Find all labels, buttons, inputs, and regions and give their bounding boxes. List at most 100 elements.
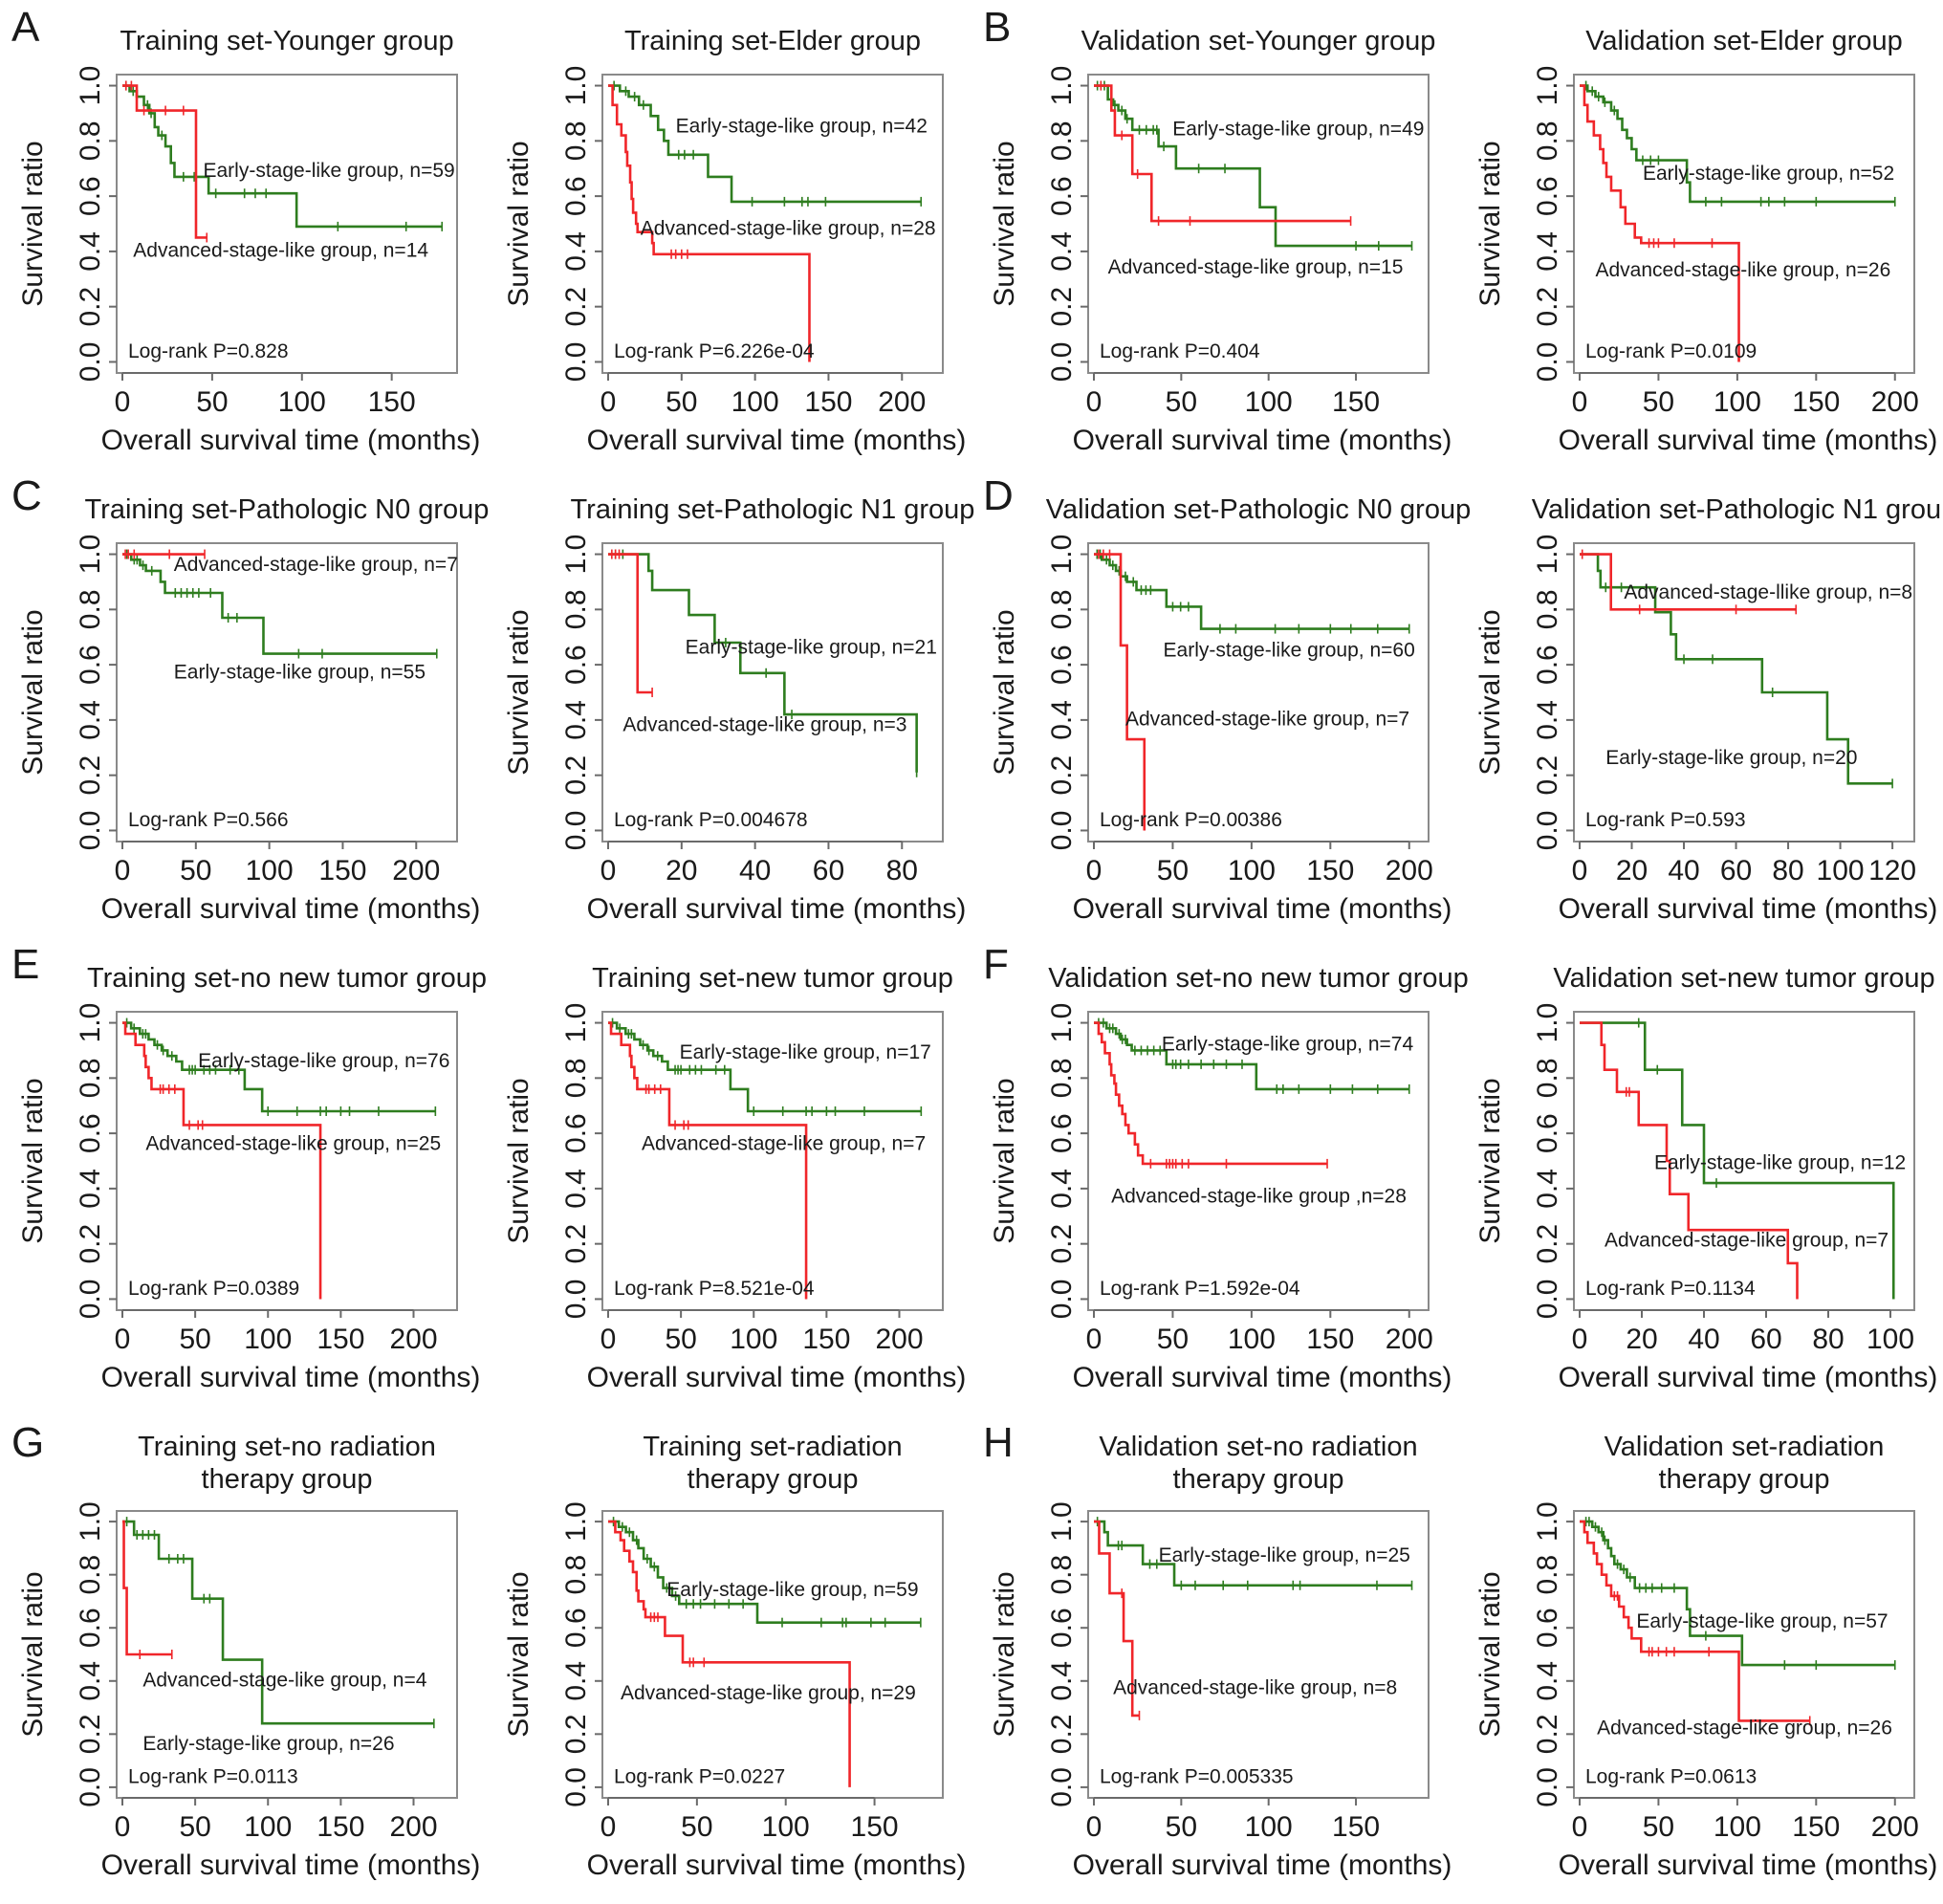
x-tick-label: 0 xyxy=(600,855,617,886)
logrank-pvalue: Log-rank P=6.226e-04 xyxy=(614,340,815,362)
chart-title: Training set-radiation xyxy=(643,1432,902,1462)
y-tick-label: 0.2 xyxy=(1046,755,1078,796)
y-tick-label: 0.6 xyxy=(560,176,592,216)
x-tick-label: 0 xyxy=(1086,1324,1102,1355)
y-tick-label: 0.6 xyxy=(1532,176,1563,216)
x-tick-label: 0 xyxy=(115,386,131,418)
x-tick-label: 100 xyxy=(1817,855,1865,886)
logrank-pvalue: Log-rank P=0.566 xyxy=(128,809,289,831)
y-tick-label: 0.2 xyxy=(75,287,106,327)
km-panel-E1: E Training set-no new tumor group 0.0 0.2 0.… xyxy=(0,937,487,1406)
logrank-pvalue: Log-rank P=0.404 xyxy=(1100,340,1260,362)
x-tick-label: 200 xyxy=(1871,1811,1919,1843)
y-tick-label: 0.4 xyxy=(560,1169,592,1209)
y-tick-label: 0.2 xyxy=(1532,1224,1563,1264)
y-tick-label: 1.0 xyxy=(1532,535,1563,575)
x-tick-label: 150 xyxy=(802,1324,850,1355)
panel-letter: H xyxy=(983,1419,1014,1466)
km-curve-early xyxy=(1094,1021,1409,1091)
y-axis-label: Survival ratio xyxy=(989,1571,1020,1737)
x-tick-label: 0 xyxy=(600,1811,617,1843)
km-panel-A2: Training set-Elder group 0.0 0.2 0.4 0.6 0.8 1… xyxy=(486,0,972,469)
x-tick-label: 100 xyxy=(762,1811,810,1843)
x-tick-label: 200 xyxy=(1386,855,1433,886)
x-tick-label: 50 xyxy=(1157,855,1189,886)
x-tick-label: 40 xyxy=(1688,1324,1719,1355)
y-tick-label: 0.6 xyxy=(75,645,106,685)
x-tick-label: 100 xyxy=(1245,386,1293,418)
chart-title: Training set-Pathologic N0 group xyxy=(85,494,490,525)
y-tick-label: 0.2 xyxy=(560,1224,592,1264)
y-tick-label: 0.8 xyxy=(1046,1555,1078,1595)
x-tick-label: 60 xyxy=(813,855,844,886)
y-axis-label: Survival ratio xyxy=(989,609,1020,775)
y-tick-label: 0.8 xyxy=(560,589,592,629)
group-annotation: Advanced-stage-like group, n=3 xyxy=(622,713,906,735)
x-axis-label: Overall survival time (months) xyxy=(587,893,967,925)
group-annotation: Early-stage-like group, n=26 xyxy=(142,1733,394,1755)
x-tick-label: 0 xyxy=(1572,1324,1588,1355)
km-curve-early xyxy=(1580,1021,1895,1300)
y-tick-label: 0.0 xyxy=(1046,811,1078,851)
x-tick-label: 50 xyxy=(179,1811,210,1843)
x-tick-label: 60 xyxy=(1720,855,1752,886)
y-tick-label: 0.6 xyxy=(560,1113,592,1153)
x-tick-label: 0 xyxy=(1086,1811,1102,1843)
chart-title: Validation set-no radiation xyxy=(1099,1432,1417,1462)
x-tick-label: 50 xyxy=(1157,1324,1189,1355)
y-axis-label: Survival ratio xyxy=(17,1078,49,1243)
km-curve-advanced xyxy=(122,1021,322,1300)
x-tick-label: 50 xyxy=(681,1811,712,1843)
km-chart-svg: Validation set-no new tumor group 0.0 0.2 0… xyxy=(989,963,1469,1393)
y-tick-label: 0.8 xyxy=(1046,589,1078,629)
km-panel-H2: Validation set-radiation therapy group 0.0… xyxy=(1457,1415,1943,1884)
y-axis-label: Survival ratio xyxy=(1474,1078,1506,1243)
group-annotation: Advanced-stage-llike group, n=8 xyxy=(1624,581,1912,603)
x-tick-label: 150 xyxy=(1792,386,1840,418)
y-tick-label: 0.2 xyxy=(560,287,592,327)
x-tick-label: 100 xyxy=(1867,1324,1914,1355)
y-tick-label: 0.0 xyxy=(560,811,592,851)
group-annotation: Advanced-stage-like group, n=25 xyxy=(145,1132,441,1154)
y-tick-label: 0.8 xyxy=(75,120,106,161)
x-axis-label: Overall survival time (months) xyxy=(587,1849,967,1881)
y-tick-label: 1.0 xyxy=(560,1003,592,1043)
y-tick-label: 0.2 xyxy=(1046,1714,1078,1754)
chart-title: Validation set-Pathologic N1 group xyxy=(1532,494,1943,525)
group-annotation: Advanced-stage-like group, n=28 xyxy=(641,218,936,240)
panel-letter: C xyxy=(11,472,42,519)
chart-title: Training set-Elder group xyxy=(624,26,921,56)
x-tick-label: 50 xyxy=(196,386,228,418)
x-tick-label: 50 xyxy=(1166,1811,1197,1843)
km-chart-svg: Training set-Younger group 0.0 0.2 0.4 0.6 0.… xyxy=(17,26,481,456)
y-tick-label: 1.0 xyxy=(1046,1003,1078,1043)
x-axis-label: Overall survival time (months) xyxy=(1559,1849,1938,1881)
x-axis-label: Overall survival time (months) xyxy=(587,425,967,456)
group-annotation: Advanced-stage-like group, n=26 xyxy=(1595,259,1890,281)
km-curve-advanced xyxy=(122,84,207,239)
km-panel-G2: Training set-radiation therapy group 0.0 0.… xyxy=(486,1415,972,1884)
x-tick-label: 40 xyxy=(1668,855,1699,886)
chart-title: Training set-new tumor group xyxy=(592,963,953,994)
x-tick-label: 80 xyxy=(1772,855,1803,886)
y-axis-label: Survival ratio xyxy=(989,1078,1020,1243)
y-tick-label: 0.4 xyxy=(1046,231,1078,272)
y-tick-label: 0.4 xyxy=(1046,1661,1078,1701)
y-tick-label: 0.8 xyxy=(75,1555,106,1595)
y-axis-label: Survival ratio xyxy=(503,1078,535,1243)
x-tick-label: 0 xyxy=(1086,386,1102,418)
y-tick-label: 1.0 xyxy=(1046,535,1078,575)
logrank-pvalue: Log-rank P=1.592e-04 xyxy=(1100,1278,1300,1300)
y-tick-label: 0.6 xyxy=(1532,1113,1563,1153)
y-tick-label: 0.2 xyxy=(75,1224,106,1264)
x-tick-label: 150 xyxy=(1792,1811,1840,1843)
x-tick-label: 0 xyxy=(1572,855,1588,886)
group-annotation: Advanced-stage-like group, n=4 xyxy=(142,1669,426,1691)
y-tick-label: 0.4 xyxy=(75,1169,106,1209)
plot-frame xyxy=(1087,542,1430,843)
km-curve-advanced xyxy=(1094,1520,1140,1718)
y-axis-label: Survival ratio xyxy=(989,141,1020,306)
group-annotation: Early-stage-like group, n=20 xyxy=(1605,747,1857,769)
x-axis-label: Overall survival time (months) xyxy=(101,425,481,456)
